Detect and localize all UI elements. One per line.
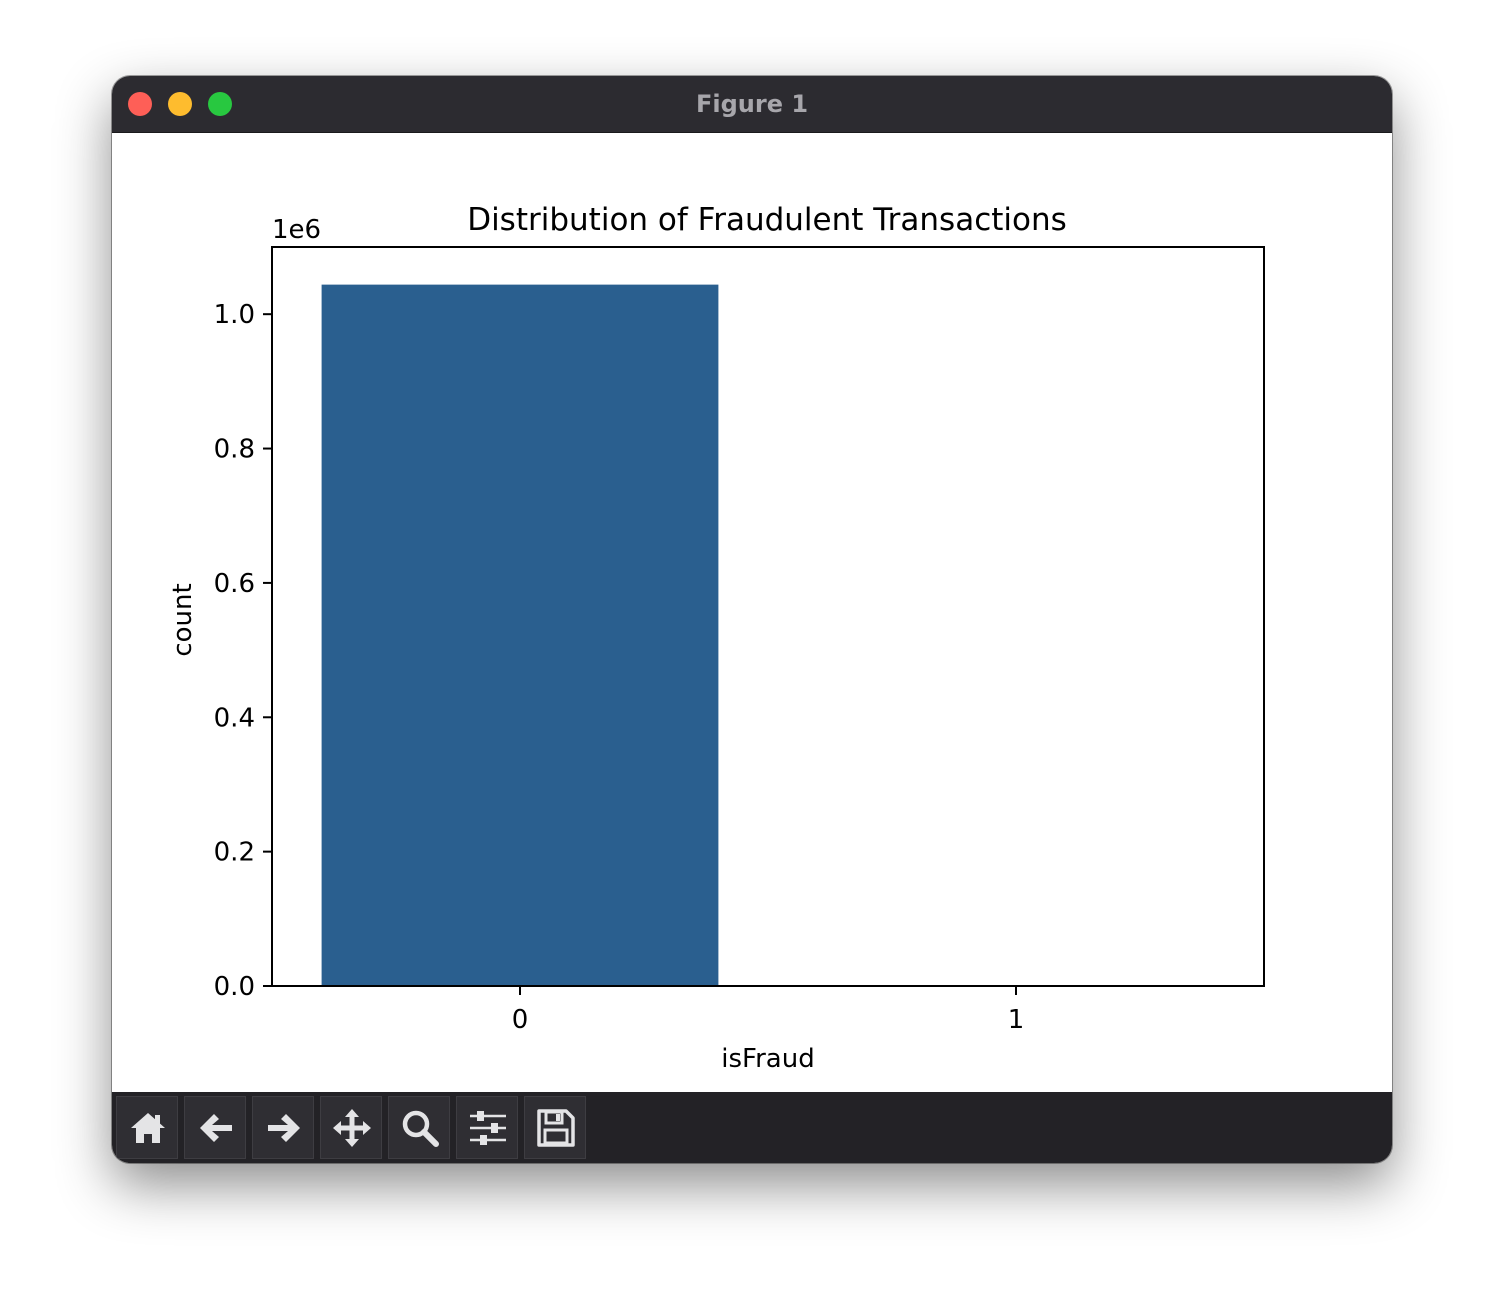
x-tick-label: 0 xyxy=(512,1005,529,1035)
pan-button[interactable] xyxy=(320,1096,382,1159)
move-icon xyxy=(333,1109,371,1147)
back-button[interactable] xyxy=(184,1096,246,1159)
save-icon xyxy=(537,1109,575,1147)
x-axis-label: isFraud xyxy=(721,1044,814,1074)
zoom-button[interactable] xyxy=(388,1096,450,1159)
y-axis-label: count xyxy=(168,583,198,656)
title-bar[interactable]: Figure 1 xyxy=(112,76,1392,133)
bar-chart: Distribution of Fraudulent Transactions … xyxy=(168,202,1265,1074)
window-title: Figure 1 xyxy=(695,90,809,118)
zoom-window-button[interactable] xyxy=(208,92,232,116)
navigation-toolbar xyxy=(112,1092,1392,1163)
y-tick-label: 0.6 xyxy=(214,569,255,599)
figure-window: Figure 1 Distribution of Fraudulent Tran… xyxy=(112,76,1392,1163)
close-window-button[interactable] xyxy=(128,92,152,116)
bar-0 xyxy=(321,284,719,986)
y-axis-ticks: 0.0 0.2 0.4 0.6 0.8 1.0 xyxy=(214,300,272,1002)
y-axis-offset-label: 1e6 xyxy=(272,215,321,245)
y-tick-label: 0.0 xyxy=(214,972,255,1002)
configure-subplots-button[interactable] xyxy=(456,1096,518,1159)
x-tick-label: 1 xyxy=(1008,1005,1025,1035)
home-button[interactable] xyxy=(116,1096,178,1159)
y-tick-label: 1.0 xyxy=(214,300,255,330)
axes-frame xyxy=(271,246,1265,987)
y-tick-label: 0.2 xyxy=(214,838,255,868)
figure-canvas[interactable]: Distribution of Fraudulent Transactions … xyxy=(112,133,1392,1092)
arrow-right-icon xyxy=(268,1114,300,1142)
y-tick-label: 0.8 xyxy=(214,435,255,465)
search-icon xyxy=(402,1110,439,1147)
bars xyxy=(321,284,1215,986)
save-button[interactable] xyxy=(524,1096,586,1159)
minimize-window-button[interactable] xyxy=(168,92,192,116)
sliders-icon xyxy=(470,1111,506,1145)
chart-title: Distribution of Fraudulent Transactions xyxy=(467,202,1067,238)
home-icon xyxy=(131,1113,165,1143)
y-tick-label: 0.4 xyxy=(214,703,255,733)
forward-button[interactable] xyxy=(252,1096,314,1159)
arrow-left-icon xyxy=(200,1114,232,1142)
